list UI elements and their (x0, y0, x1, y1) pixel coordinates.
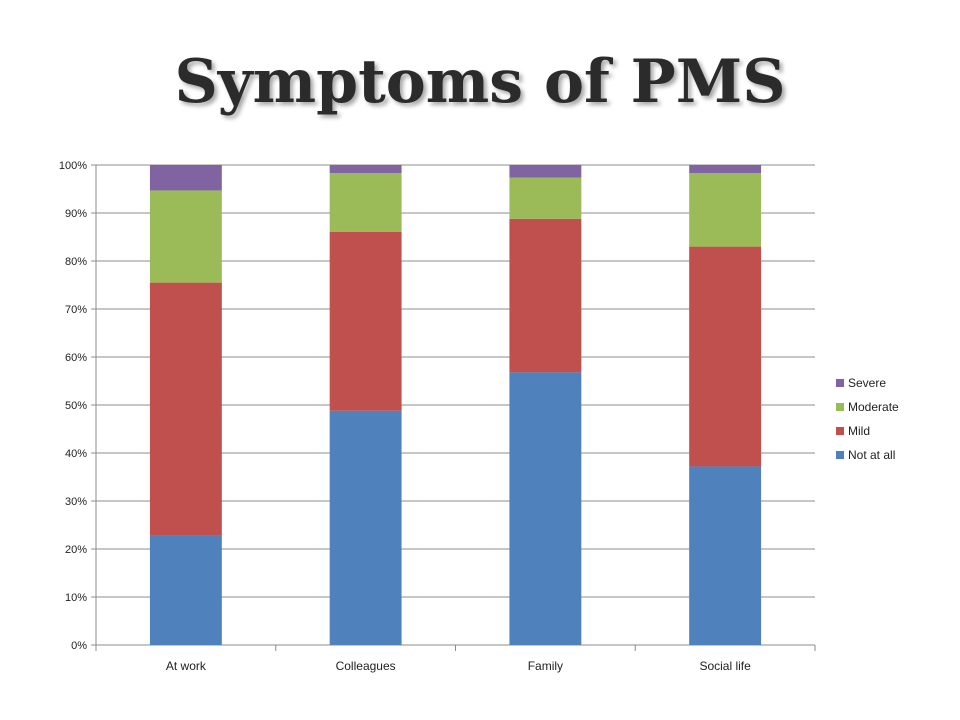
y-tick-label: 40% (65, 448, 87, 460)
bars (149, 165, 762, 645)
axis-labels: 0% 10% 20% 30% 40% 50% 60% 70% 80% 90% 100% At work… (59, 160, 751, 673)
bar-segment-severe (509, 165, 582, 178)
legend-label: Moderate (848, 400, 899, 414)
bar-segment-not-at-all (149, 535, 222, 645)
legend-swatch (836, 451, 844, 459)
bar-segment-not-at-all (329, 410, 402, 645)
bar-segment-not-at-all (509, 372, 582, 645)
y-tick-label: 50% (65, 400, 87, 412)
y-tick-label: 30% (65, 496, 87, 508)
legend-swatch (836, 403, 844, 411)
legend: Severe Moderate Mild Not at all (836, 376, 899, 462)
y-tick-label: 10% (65, 592, 87, 604)
y-tick-label: 80% (65, 256, 87, 268)
bar-segment-severe (689, 165, 762, 174)
bar-segment-severe (149, 165, 222, 191)
legend-label: Mild (848, 424, 870, 438)
legend-swatch (836, 379, 844, 387)
legend-label: Severe (848, 376, 886, 390)
y-tick-label: 20% (65, 544, 87, 556)
chart-title: Symptoms of PMS (174, 47, 786, 117)
x-category-label: Social life (699, 659, 751, 673)
legend-swatch (836, 427, 844, 435)
bar-segment-mild (149, 282, 222, 536)
x-category-label: Colleagues (336, 659, 396, 673)
bar-segment-moderate (509, 177, 582, 219)
bar-segment-severe (329, 165, 402, 174)
legend-label: Not at all (848, 448, 895, 462)
y-tick-label: 0% (71, 640, 87, 652)
bar-segment-mild (689, 246, 762, 467)
bar-segment-moderate (149, 190, 222, 283)
y-tick-label: 100% (59, 160, 87, 172)
y-tick-label: 90% (65, 208, 87, 220)
x-category-label: At work (166, 659, 207, 673)
x-category-label: Family (528, 659, 563, 673)
y-tick-label: 60% (65, 352, 87, 364)
bar-segment-mild (509, 218, 582, 373)
bar-segment-mild (329, 231, 402, 411)
y-tick-label: 70% (65, 304, 87, 316)
bar-segment-moderate (329, 173, 402, 232)
bar-segment-moderate (689, 173, 762, 247)
bar-segment-not-at-all (689, 466, 762, 645)
